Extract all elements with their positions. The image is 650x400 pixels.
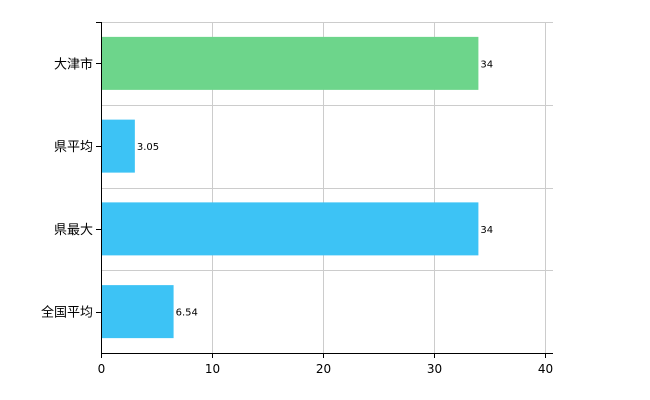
- bar: [101, 119, 135, 173]
- x-tick-label: 40: [538, 362, 553, 376]
- axis-layer: [96, 22, 553, 358]
- x-tick-label: 10: [205, 362, 220, 376]
- data-label: 3.05: [137, 142, 159, 153]
- data-label: 6.54: [176, 308, 198, 319]
- bar-layer: [101, 36, 479, 339]
- category-label: 全国平均: [41, 305, 93, 321]
- bar: [101, 36, 479, 90]
- category-label: 県最大: [54, 223, 93, 238]
- bar: [101, 202, 479, 256]
- bar: [101, 285, 174, 339]
- x-tick-label: 20: [316, 362, 331, 376]
- category-label: 県平均: [54, 140, 93, 155]
- x-tick-label: 0: [98, 362, 106, 376]
- x-tick-label: 30: [427, 362, 442, 376]
- data-label: 34: [480, 59, 493, 70]
- data-label: 34: [480, 225, 493, 236]
- label-layer: 34 大津市 3.05 県平均 34 県最大 6.54 全国平均 0 10 20 30 40: [41, 56, 553, 376]
- category-label: 大津市: [54, 56, 93, 72]
